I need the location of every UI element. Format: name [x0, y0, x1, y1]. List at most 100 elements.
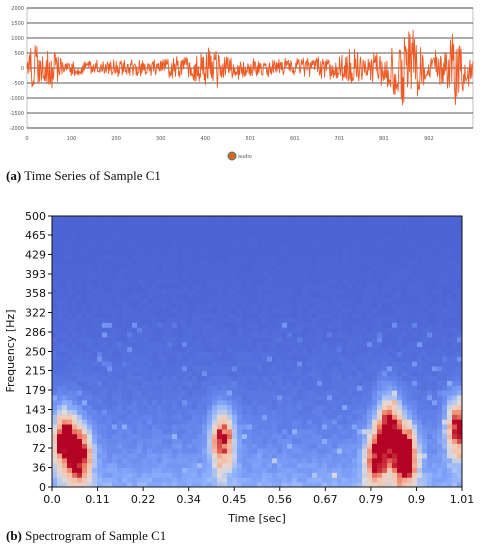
- heatmap-cell: [317, 317, 323, 323]
- heatmap-cell: [87, 341, 93, 348]
- heatmap-cell: [287, 482, 293, 488]
- heatmap-cell: [427, 462, 433, 469]
- heatmap-cell: [212, 467, 218, 473]
- heatmap-cell: [382, 356, 388, 362]
- heatmap-cell: [242, 375, 248, 381]
- heatmap-cell: [387, 303, 393, 309]
- heatmap-cell: [167, 370, 173, 377]
- heatmap-cell: [107, 399, 113, 406]
- heatmap-cell: [377, 375, 383, 381]
- heatmap-cell: [292, 462, 298, 469]
- heatmap-cell: [107, 414, 113, 420]
- heatmap-cell: [187, 269, 193, 275]
- heatmap-cell: [137, 322, 143, 328]
- heatmap-cell: [407, 380, 413, 386]
- heatmap-cell: [297, 366, 303, 372]
- heatmap-cell: [307, 370, 313, 377]
- heatmap-cell: [212, 220, 218, 227]
- heatmap-cell: [282, 390, 288, 396]
- heatmap-cell: [197, 269, 203, 275]
- heatmap-cell: [142, 293, 148, 299]
- heatmap-cell: [362, 424, 368, 430]
- heatmap-cell: [187, 312, 193, 319]
- heatmap-cell: [417, 230, 423, 236]
- heatmap-cell: [452, 351, 458, 357]
- heatmap-cell: [387, 259, 393, 265]
- heatmap-cell: [317, 346, 323, 352]
- heatmap-cell: [412, 259, 418, 265]
- heatmap-cell: [287, 404, 293, 410]
- heatmap-cell: [247, 448, 253, 454]
- heatmap-cell: [142, 225, 148, 231]
- heatmap-cell: [417, 293, 423, 299]
- heatmap-cell: [202, 370, 208, 377]
- heatmap-cell: [112, 467, 118, 473]
- heatmap-cell: [107, 288, 113, 294]
- heatmap-cell: [247, 351, 253, 357]
- heatmap-cell: [92, 380, 98, 386]
- heatmap-cell: [287, 457, 293, 464]
- heatmap-cell: [337, 332, 343, 338]
- heatmap-cell: [132, 293, 138, 299]
- heatmap-cell: [412, 254, 418, 260]
- heatmap-cell: [72, 240, 78, 246]
- heatmap-cell: [367, 395, 373, 401]
- heatmap-cell: [447, 448, 453, 454]
- heatmap-cell: [237, 482, 243, 488]
- heatmap-cell: [262, 235, 268, 241]
- heatmap-cell: [437, 303, 443, 309]
- heatmap-cell: [272, 235, 278, 241]
- heatmap-cell: [442, 336, 448, 343]
- heatmap-cell: [437, 298, 443, 304]
- heatmap-cell: [57, 249, 63, 256]
- heatmap-cell: [272, 399, 278, 406]
- heatmap-cell: [252, 477, 258, 483]
- heatmap-cell: [217, 322, 223, 328]
- heatmap-cell: [227, 317, 233, 323]
- heatmap-cell: [342, 370, 348, 377]
- heatmap-cell: [287, 395, 293, 401]
- heatmap-cell: [247, 303, 253, 309]
- heatmap-cell: [337, 419, 343, 425]
- heatmap-cell: [297, 274, 303, 280]
- heatmap-cell: [92, 341, 98, 348]
- heatmap-cell: [157, 395, 163, 401]
- heatmap-cell: [92, 414, 98, 420]
- heatmap-cell: [222, 370, 228, 377]
- heatmap-cell: [342, 380, 348, 386]
- heatmap-cell: [427, 278, 433, 285]
- heatmap-cell: [127, 409, 133, 415]
- heatmap-cell: [52, 264, 58, 270]
- heatmap-cell: [302, 274, 308, 280]
- heatmap-cell: [157, 433, 163, 440]
- heatmap-cell: [72, 220, 78, 227]
- heatmap-cell: [77, 399, 83, 406]
- heatmap-cell: [452, 235, 458, 241]
- legend-label-audio: audio: [238, 154, 252, 160]
- heatmap-cell: [392, 438, 398, 444]
- heatmap-cell: [267, 399, 273, 406]
- heatmap-cell: [107, 264, 113, 270]
- heatmap-cell: [377, 269, 383, 275]
- heatmap-cell: [127, 390, 133, 396]
- heatmap-cell: [182, 240, 188, 246]
- heatmap-cell: [102, 317, 108, 323]
- heatmap-cell: [372, 409, 378, 415]
- heatmap-cell: [382, 385, 388, 391]
- heatmap-cell: [412, 293, 418, 299]
- heatmap-cell: [262, 317, 268, 323]
- heatmap-cell: [102, 240, 108, 246]
- heatmap-cell: [82, 457, 88, 464]
- heatmap-cell: [257, 457, 263, 464]
- heatmap-cell: [322, 293, 328, 299]
- heatmap-cell: [397, 462, 403, 469]
- heatmap-cell: [87, 375, 93, 381]
- heatmap-cell: [402, 351, 408, 357]
- heatmap-cell: [167, 482, 173, 488]
- heatmap-cell: [212, 216, 218, 222]
- heatmap-cell: [342, 230, 348, 236]
- heatmap-cell: [147, 235, 153, 241]
- heatmap-cell: [102, 361, 108, 367]
- heatmap-cell: [402, 409, 408, 415]
- heatmap-cell: [172, 433, 178, 440]
